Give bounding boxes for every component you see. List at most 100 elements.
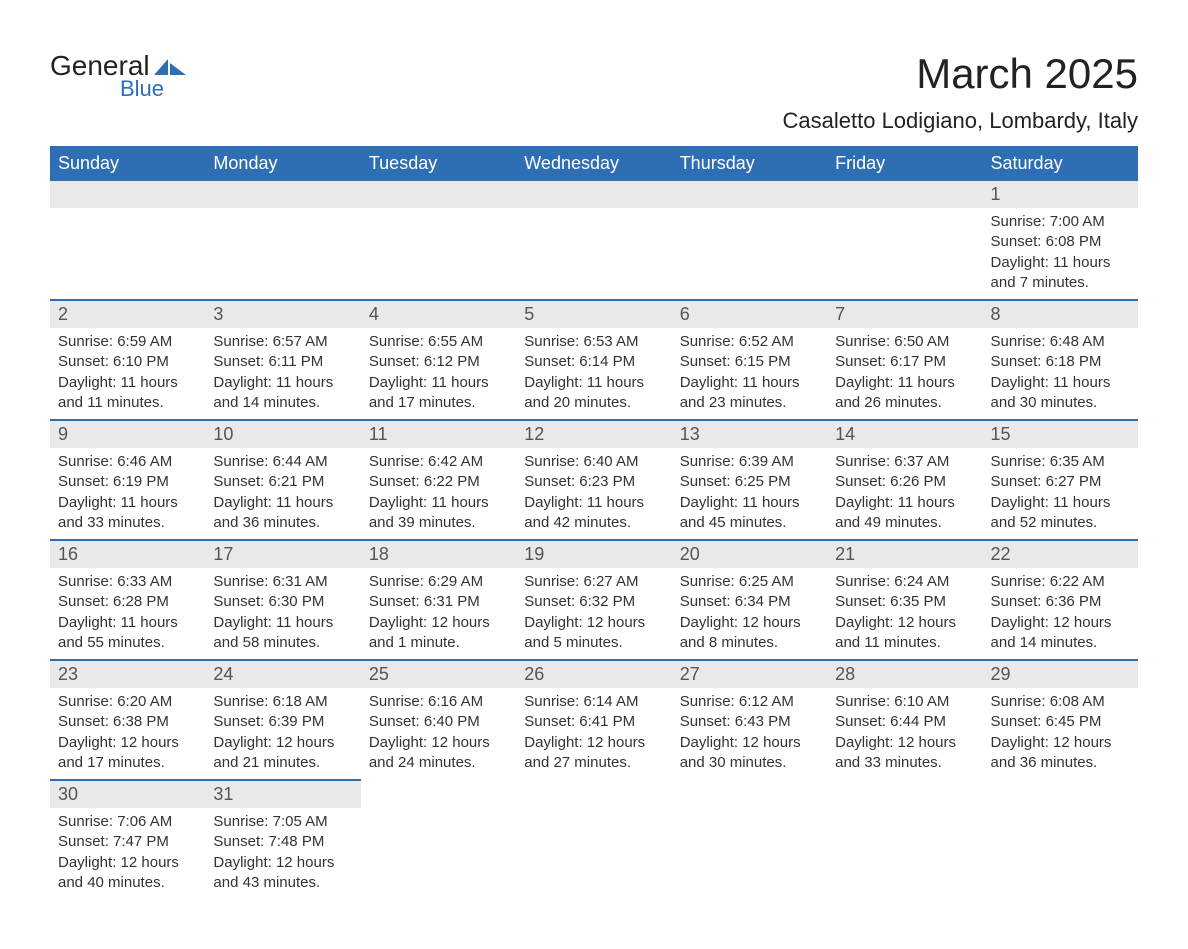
page-header: General Blue March 2025 Casaletto Lodigi… xyxy=(50,50,1138,134)
daylight-text: Daylight: 11 hours and 23 minutes. xyxy=(680,373,819,414)
day-details: Sunrise: 6:18 AMSunset: 6:39 PMDaylight:… xyxy=(205,688,360,779)
month-title: March 2025 xyxy=(783,50,1138,98)
weekday-header: Wednesday xyxy=(516,146,671,181)
calendar-empty-cell xyxy=(983,779,1138,899)
weekday-header: Monday xyxy=(205,146,360,181)
daylight-text: Daylight: 11 hours and 55 minutes. xyxy=(58,613,197,654)
day-number xyxy=(361,181,516,208)
sunrise-text: Sunrise: 7:05 AM xyxy=(213,812,352,832)
day-number: 21 xyxy=(827,539,982,568)
daylight-text: Daylight: 12 hours and 27 minutes. xyxy=(524,733,663,774)
day-number: 18 xyxy=(361,539,516,568)
daylight-text: Daylight: 11 hours and 33 minutes. xyxy=(58,493,197,534)
daylight-text: Daylight: 11 hours and 11 minutes. xyxy=(58,373,197,414)
day-number: 19 xyxy=(516,539,671,568)
day-number: 2 xyxy=(50,299,205,328)
day-details: Sunrise: 6:55 AMSunset: 6:12 PMDaylight:… xyxy=(361,328,516,419)
day-details xyxy=(50,208,205,288)
sunrise-text: Sunrise: 6:22 AM xyxy=(991,572,1130,592)
calendar-day-cell: 12Sunrise: 6:40 AMSunset: 6:23 PMDayligh… xyxy=(516,419,671,539)
sunset-text: Sunset: 6:44 PM xyxy=(835,712,974,732)
daylight-text: Daylight: 11 hours and 26 minutes. xyxy=(835,373,974,414)
sunrise-text: Sunrise: 6:29 AM xyxy=(369,572,508,592)
sunset-text: Sunset: 6:22 PM xyxy=(369,472,508,492)
daylight-text: Daylight: 12 hours and 40 minutes. xyxy=(58,853,197,894)
day-details xyxy=(827,806,982,886)
sunset-text: Sunset: 6:17 PM xyxy=(835,352,974,372)
day-details: Sunrise: 6:50 AMSunset: 6:17 PMDaylight:… xyxy=(827,328,982,419)
day-details: Sunrise: 6:14 AMSunset: 6:41 PMDaylight:… xyxy=(516,688,671,779)
sunrise-text: Sunrise: 7:00 AM xyxy=(991,212,1130,232)
sunset-text: Sunset: 6:18 PM xyxy=(991,352,1130,372)
day-details: Sunrise: 6:25 AMSunset: 6:34 PMDaylight:… xyxy=(672,568,827,659)
sunrise-text: Sunrise: 7:06 AM xyxy=(58,812,197,832)
calendar-day-cell: 5Sunrise: 6:53 AMSunset: 6:14 PMDaylight… xyxy=(516,299,671,419)
daylight-text: Daylight: 12 hours and 11 minutes. xyxy=(835,613,974,654)
sunrise-text: Sunrise: 6:16 AM xyxy=(369,692,508,712)
calendar-day-cell: 27 Sunrise: 6:12 AMSunset: 6:43 PMDayligh… xyxy=(672,659,827,779)
day-details xyxy=(672,806,827,886)
sunset-text: Sunset: 6:27 PM xyxy=(991,472,1130,492)
daylight-text: Daylight: 12 hours and 1 minute. xyxy=(369,613,508,654)
daylight-text: Daylight: 12 hours and 30 minutes. xyxy=(680,733,819,774)
day-number: 4 xyxy=(361,299,516,328)
sunrise-text: Sunrise: 6:10 AM xyxy=(835,692,974,712)
day-details: Sunrise: 6:52 AMSunset: 6:15 PMDaylight:… xyxy=(672,328,827,419)
day-details: Sunrise: 6:46 AMSunset: 6:19 PMDaylight:… xyxy=(50,448,205,539)
calendar-empty-cell xyxy=(516,779,671,899)
daylight-text: Daylight: 12 hours and 5 minutes. xyxy=(524,613,663,654)
day-number: 15 xyxy=(983,419,1138,448)
day-details: Sunrise: 6:31 AMSunset: 6:30 PMDaylight:… xyxy=(205,568,360,659)
day-number: 26 xyxy=(516,659,671,688)
day-number xyxy=(672,779,827,806)
weekday-header: Tuesday xyxy=(361,146,516,181)
day-details: Sunrise: 6:24 AMSunset: 6:35 PMDaylight:… xyxy=(827,568,982,659)
calendar-day-cell: 17Sunrise: 6:31 AMSunset: 6:30 PMDayligh… xyxy=(205,539,360,659)
calendar-week-row: 16Sunrise: 6:33 AMSunset: 6:28 PMDayligh… xyxy=(50,539,1138,659)
sunrise-text: Sunrise: 6:59 AM xyxy=(58,332,197,352)
sunrise-text: Sunrise: 6:57 AM xyxy=(213,332,352,352)
day-number: 8 xyxy=(983,299,1138,328)
sunset-text: Sunset: 6:35 PM xyxy=(835,592,974,612)
calendar-day-cell: 10Sunrise: 6:44 AMSunset: 6:21 PMDayligh… xyxy=(205,419,360,539)
sunrise-text: Sunrise: 6:37 AM xyxy=(835,452,974,472)
daylight-text: Daylight: 11 hours and 49 minutes. xyxy=(835,493,974,534)
day-details: Sunrise: 6:53 AMSunset: 6:14 PMDaylight:… xyxy=(516,328,671,419)
calendar-day-cell: 2Sunrise: 6:59 AMSunset: 6:10 PMDaylight… xyxy=(50,299,205,419)
sunset-text: Sunset: 6:10 PM xyxy=(58,352,197,372)
day-details: Sunrise: 7:06 AMSunset: 7:47 PMDaylight:… xyxy=(50,808,205,899)
calendar-day-cell: 24Sunrise: 6:18 AMSunset: 6:39 PMDayligh… xyxy=(205,659,360,779)
day-details xyxy=(361,208,516,288)
calendar-day-cell: 6Sunrise: 6:52 AMSunset: 6:15 PMDaylight… xyxy=(672,299,827,419)
day-details xyxy=(827,208,982,288)
calendar-week-row: 23Sunrise: 6:20 AMSunset: 6:38 PMDayligh… xyxy=(50,659,1138,779)
day-details: Sunrise: 6:35 AMSunset: 6:27 PMDaylight:… xyxy=(983,448,1138,539)
day-details: Sunrise: 6:59 AMSunset: 6:10 PMDaylight:… xyxy=(50,328,205,419)
day-number: 28 xyxy=(827,659,982,688)
sunrise-text: Sunrise: 6:27 AM xyxy=(524,572,663,592)
day-details: Sunrise: 7:00 AMSunset: 6:08 PMDaylight:… xyxy=(983,208,1138,299)
day-number: 27 xyxy=(672,659,827,688)
calendar-day-cell: 26Sunrise: 6:14 AMSunset: 6:41 PMDayligh… xyxy=(516,659,671,779)
daylight-text: Daylight: 11 hours and 14 minutes. xyxy=(213,373,352,414)
calendar-day-cell: 25Sunrise: 6:16 AMSunset: 6:40 PMDayligh… xyxy=(361,659,516,779)
daylight-text: Daylight: 11 hours and 42 minutes. xyxy=(524,493,663,534)
day-number xyxy=(205,181,360,208)
sunset-text: Sunset: 6:43 PM xyxy=(680,712,819,732)
sunrise-text: Sunrise: 6:53 AM xyxy=(524,332,663,352)
day-number xyxy=(50,181,205,208)
sunset-text: Sunset: 6:30 PM xyxy=(213,592,352,612)
sunrise-text: Sunrise: 6:08 AM xyxy=(991,692,1130,712)
calendar-week-row: 30Sunrise: 7:06 AMSunset: 7:47 PMDayligh… xyxy=(50,779,1138,899)
sunrise-text: Sunrise: 6:12 AM xyxy=(680,692,819,712)
day-number: 14 xyxy=(827,419,982,448)
sunrise-text: Sunrise: 6:31 AM xyxy=(213,572,352,592)
daylight-text: Daylight: 12 hours and 36 minutes. xyxy=(991,733,1130,774)
calendar-day-cell: 8Sunrise: 6:48 AMSunset: 6:18 PMDaylight… xyxy=(983,299,1138,419)
calendar-week-row: 9Sunrise: 6:46 AMSunset: 6:19 PMDaylight… xyxy=(50,419,1138,539)
day-number xyxy=(516,181,671,208)
day-number: 1 xyxy=(983,181,1138,208)
day-number: 22 xyxy=(983,539,1138,568)
calendar-day-cell: 14Sunrise: 6:37 AMSunset: 6:26 PMDayligh… xyxy=(827,419,982,539)
day-details xyxy=(516,806,671,886)
